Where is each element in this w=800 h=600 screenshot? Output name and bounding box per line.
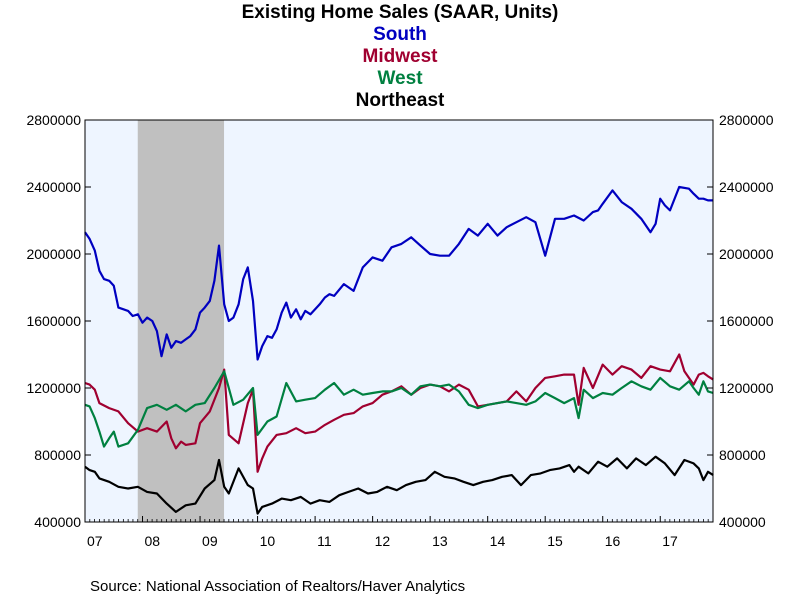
y-tick-label-left: 800000 (34, 447, 81, 463)
y-tick-label-right: 800000 (719, 447, 766, 463)
chart-titles: Existing Home Sales (SAAR, Units) South … (0, 2, 800, 112)
y-tick-label-right: 400000 (719, 514, 766, 530)
legend-midwest: Midwest (362, 46, 438, 67)
x-tick-label: 17 (662, 533, 678, 549)
series-line-northeast (84, 455, 714, 515)
x-tick-label: 11 (317, 533, 332, 549)
y-tick-label-right: 1600000 (719, 313, 774, 329)
x-tick-label: 10 (260, 533, 276, 549)
y-tick-label-left: 2800000 (26, 112, 81, 128)
y-tick-label-left: 400000 (34, 514, 81, 530)
x-tick-label: 13 (432, 533, 448, 549)
y-tick-label-left: 1600000 (26, 313, 81, 329)
x-tick-label: 15 (547, 533, 563, 549)
chart-title: Existing Home Sales (SAAR, Units) (241, 2, 559, 23)
x-tick-label: 14 (490, 533, 506, 549)
source-note: Source: National Association of Realtors… (90, 578, 466, 595)
y-tick-label-right: 1200000 (719, 380, 774, 396)
series-line-midwest (84, 353, 714, 473)
y-tick-label-right: 2400000 (719, 179, 774, 195)
legend-northeast: Northeast (355, 90, 445, 111)
series-line-south (84, 185, 714, 361)
x-tick-label: 16 (605, 533, 621, 549)
legend-south: South (373, 24, 427, 45)
x-tick-label: 07 (87, 533, 103, 549)
x-tick-label: 12 (375, 533, 391, 549)
x-tick-label: 08 (145, 533, 161, 549)
y-tick-label-right: 2000000 (719, 246, 774, 262)
series-line-west (84, 370, 714, 448)
y-tick-label-left: 1200000 (26, 380, 81, 396)
legend-west: West (377, 68, 423, 89)
y-tick-label-left: 2400000 (26, 179, 81, 195)
y-tick-label-right: 2800000 (719, 112, 774, 128)
x-tick-label: 09 (202, 533, 218, 549)
y-tick-label-left: 2000000 (26, 246, 81, 262)
